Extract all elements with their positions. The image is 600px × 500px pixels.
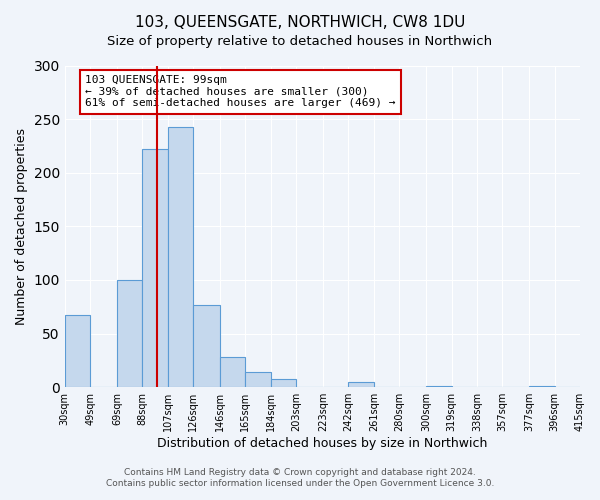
Text: 103 QUEENSGATE: 99sqm
← 39% of detached houses are smaller (300)
61% of semi-det: 103 QUEENSGATE: 99sqm ← 39% of detached … <box>85 75 396 108</box>
X-axis label: Distribution of detached houses by size in Northwich: Distribution of detached houses by size … <box>157 437 488 450</box>
Bar <box>349 382 374 387</box>
Bar <box>193 304 220 387</box>
Y-axis label: Number of detached properties: Number of detached properties <box>15 128 28 325</box>
Bar <box>65 316 90 387</box>
Bar <box>271 378 296 387</box>
Bar <box>426 386 452 387</box>
Bar <box>142 149 168 387</box>
Bar <box>117 280 142 387</box>
Bar <box>168 126 193 387</box>
Text: Size of property relative to detached houses in Northwich: Size of property relative to detached ho… <box>107 35 493 48</box>
Text: 103, QUEENSGATE, NORTHWICH, CW8 1DU: 103, QUEENSGATE, NORTHWICH, CW8 1DU <box>135 15 465 30</box>
Bar <box>245 372 271 387</box>
Text: Contains HM Land Registry data © Crown copyright and database right 2024.
Contai: Contains HM Land Registry data © Crown c… <box>106 468 494 487</box>
Bar <box>529 386 554 387</box>
Bar <box>220 357 245 387</box>
